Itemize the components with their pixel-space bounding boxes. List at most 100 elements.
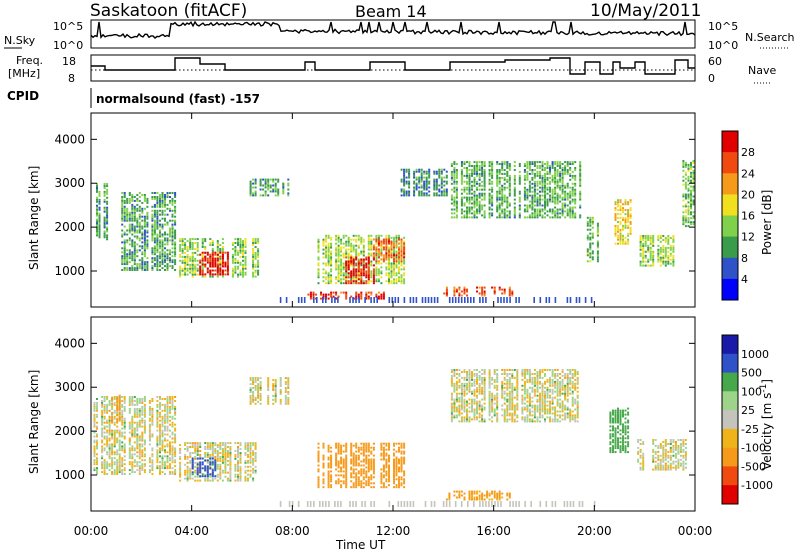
- echo-cell: [214, 461, 217, 464]
- echo-cell: [617, 234, 620, 237]
- echo-cell: [143, 225, 146, 228]
- echo-cell: [539, 202, 542, 205]
- echo-cell: [337, 260, 340, 263]
- echo-cell: [123, 427, 126, 430]
- echo-cell: [252, 273, 255, 276]
- echo-cell: [204, 240, 207, 243]
- echo-cell: [199, 469, 202, 472]
- echo-cell: [204, 467, 207, 470]
- echo-cell: [471, 169, 474, 171]
- echo-cell: [574, 167, 577, 169]
- echo-cell: [103, 421, 106, 424]
- echo-cell: [337, 258, 340, 261]
- echo-cell: [662, 248, 665, 251]
- echo-cell: [682, 160, 685, 162]
- echo-cell: [138, 411, 141, 414]
- echo-cell: [136, 231, 139, 234]
- echo-cell: [400, 180, 403, 183]
- echo-cell: [244, 442, 247, 445]
- echo-cell: [191, 452, 194, 454]
- echo-cell: [551, 196, 554, 199]
- echo-cell: [614, 207, 617, 210]
- echo-cell: [156, 203, 159, 206]
- echo-cell: [106, 216, 109, 219]
- echo-cell: [619, 209, 622, 212]
- echo-cell: [541, 178, 544, 181]
- echo-cell: [113, 429, 116, 432]
- echo-cell: [252, 238, 255, 241]
- date-label: 10/May/2011: [590, 1, 702, 21]
- echo-cell: [219, 444, 222, 447]
- echo-cell: [528, 206, 531, 209]
- echo-cell: [345, 240, 348, 243]
- echo-cell: [471, 208, 474, 211]
- echo-cell: [174, 233, 177, 236]
- echo-cell: [242, 275, 245, 278]
- echo-cell: [443, 180, 446, 183]
- echo-cell: [201, 242, 204, 244]
- echo-cell: [659, 252, 662, 255]
- echo-cell: [237, 463, 240, 466]
- echo-cell: [96, 413, 99, 416]
- echo-cell: [156, 263, 159, 266]
- echo-cell: [138, 415, 141, 418]
- echo-cell: [123, 231, 126, 234]
- echo-cell: [138, 461, 141, 464]
- echo-cell: [146, 263, 149, 266]
- echo-cell: [219, 248, 222, 250]
- echo-cell: [425, 172, 428, 175]
- echo-cell: [242, 265, 245, 268]
- echo-cell: [481, 184, 484, 187]
- echo-cell: [123, 259, 126, 262]
- echo-cell: [566, 210, 569, 213]
- echo-cell: [234, 238, 237, 241]
- echo-cell: [463, 290, 466, 293]
- echo-cell: [234, 251, 237, 254]
- echo-cell: [156, 421, 159, 424]
- echo-cell: [128, 473, 131, 475]
- echo-cell: [690, 161, 693, 164]
- echo-cell: [420, 178, 423, 181]
- echo-cell: [531, 161, 534, 164]
- echo-cell: [161, 243, 164, 246]
- echo-cell: [418, 194, 421, 197]
- echo-cell: [350, 242, 353, 245]
- echo-cell: [242, 267, 245, 270]
- echo-cell: [151, 239, 154, 242]
- echo-cell: [166, 461, 169, 464]
- echo-cell: [171, 251, 174, 254]
- echo-cell: [219, 259, 222, 262]
- echo-cell: [455, 182, 458, 185]
- echo-cell: [196, 446, 199, 448]
- echo-cell: [156, 247, 159, 250]
- echo-cell: [161, 213, 164, 216]
- echo-cell: [221, 251, 224, 254]
- echo-cell: [101, 415, 104, 418]
- echo-cell: [330, 262, 333, 265]
- echo-cell: [403, 236, 406, 239]
- echo-cell: [214, 452, 217, 454]
- echo-cell: [455, 288, 458, 291]
- echo-cell: [103, 198, 106, 201]
- echo-cell: [642, 250, 645, 253]
- echo-cell: [151, 400, 154, 402]
- echo-cell: [181, 269, 184, 272]
- echo-cell: [536, 208, 539, 211]
- echo-cell: [96, 421, 99, 424]
- echo-cell: [121, 196, 124, 198]
- echo-cell: [652, 235, 655, 237]
- echo-cell: [96, 187, 99, 189]
- echo-cell: [365, 266, 368, 269]
- echo-cell: [614, 215, 617, 217]
- echo-cell: [642, 239, 645, 241]
- echo-cell: [211, 249, 214, 252]
- echo-cell: [123, 243, 126, 246]
- echo-cell: [141, 245, 144, 248]
- echo-cell: [234, 469, 237, 472]
- echo-cell: [687, 209, 690, 212]
- echo-cell: [164, 467, 167, 470]
- echo-cell: [184, 469, 187, 472]
- nsky-tick-bottom: 10^0: [53, 39, 83, 52]
- echo-cell: [330, 295, 333, 298]
- echo-cell: [141, 409, 144, 412]
